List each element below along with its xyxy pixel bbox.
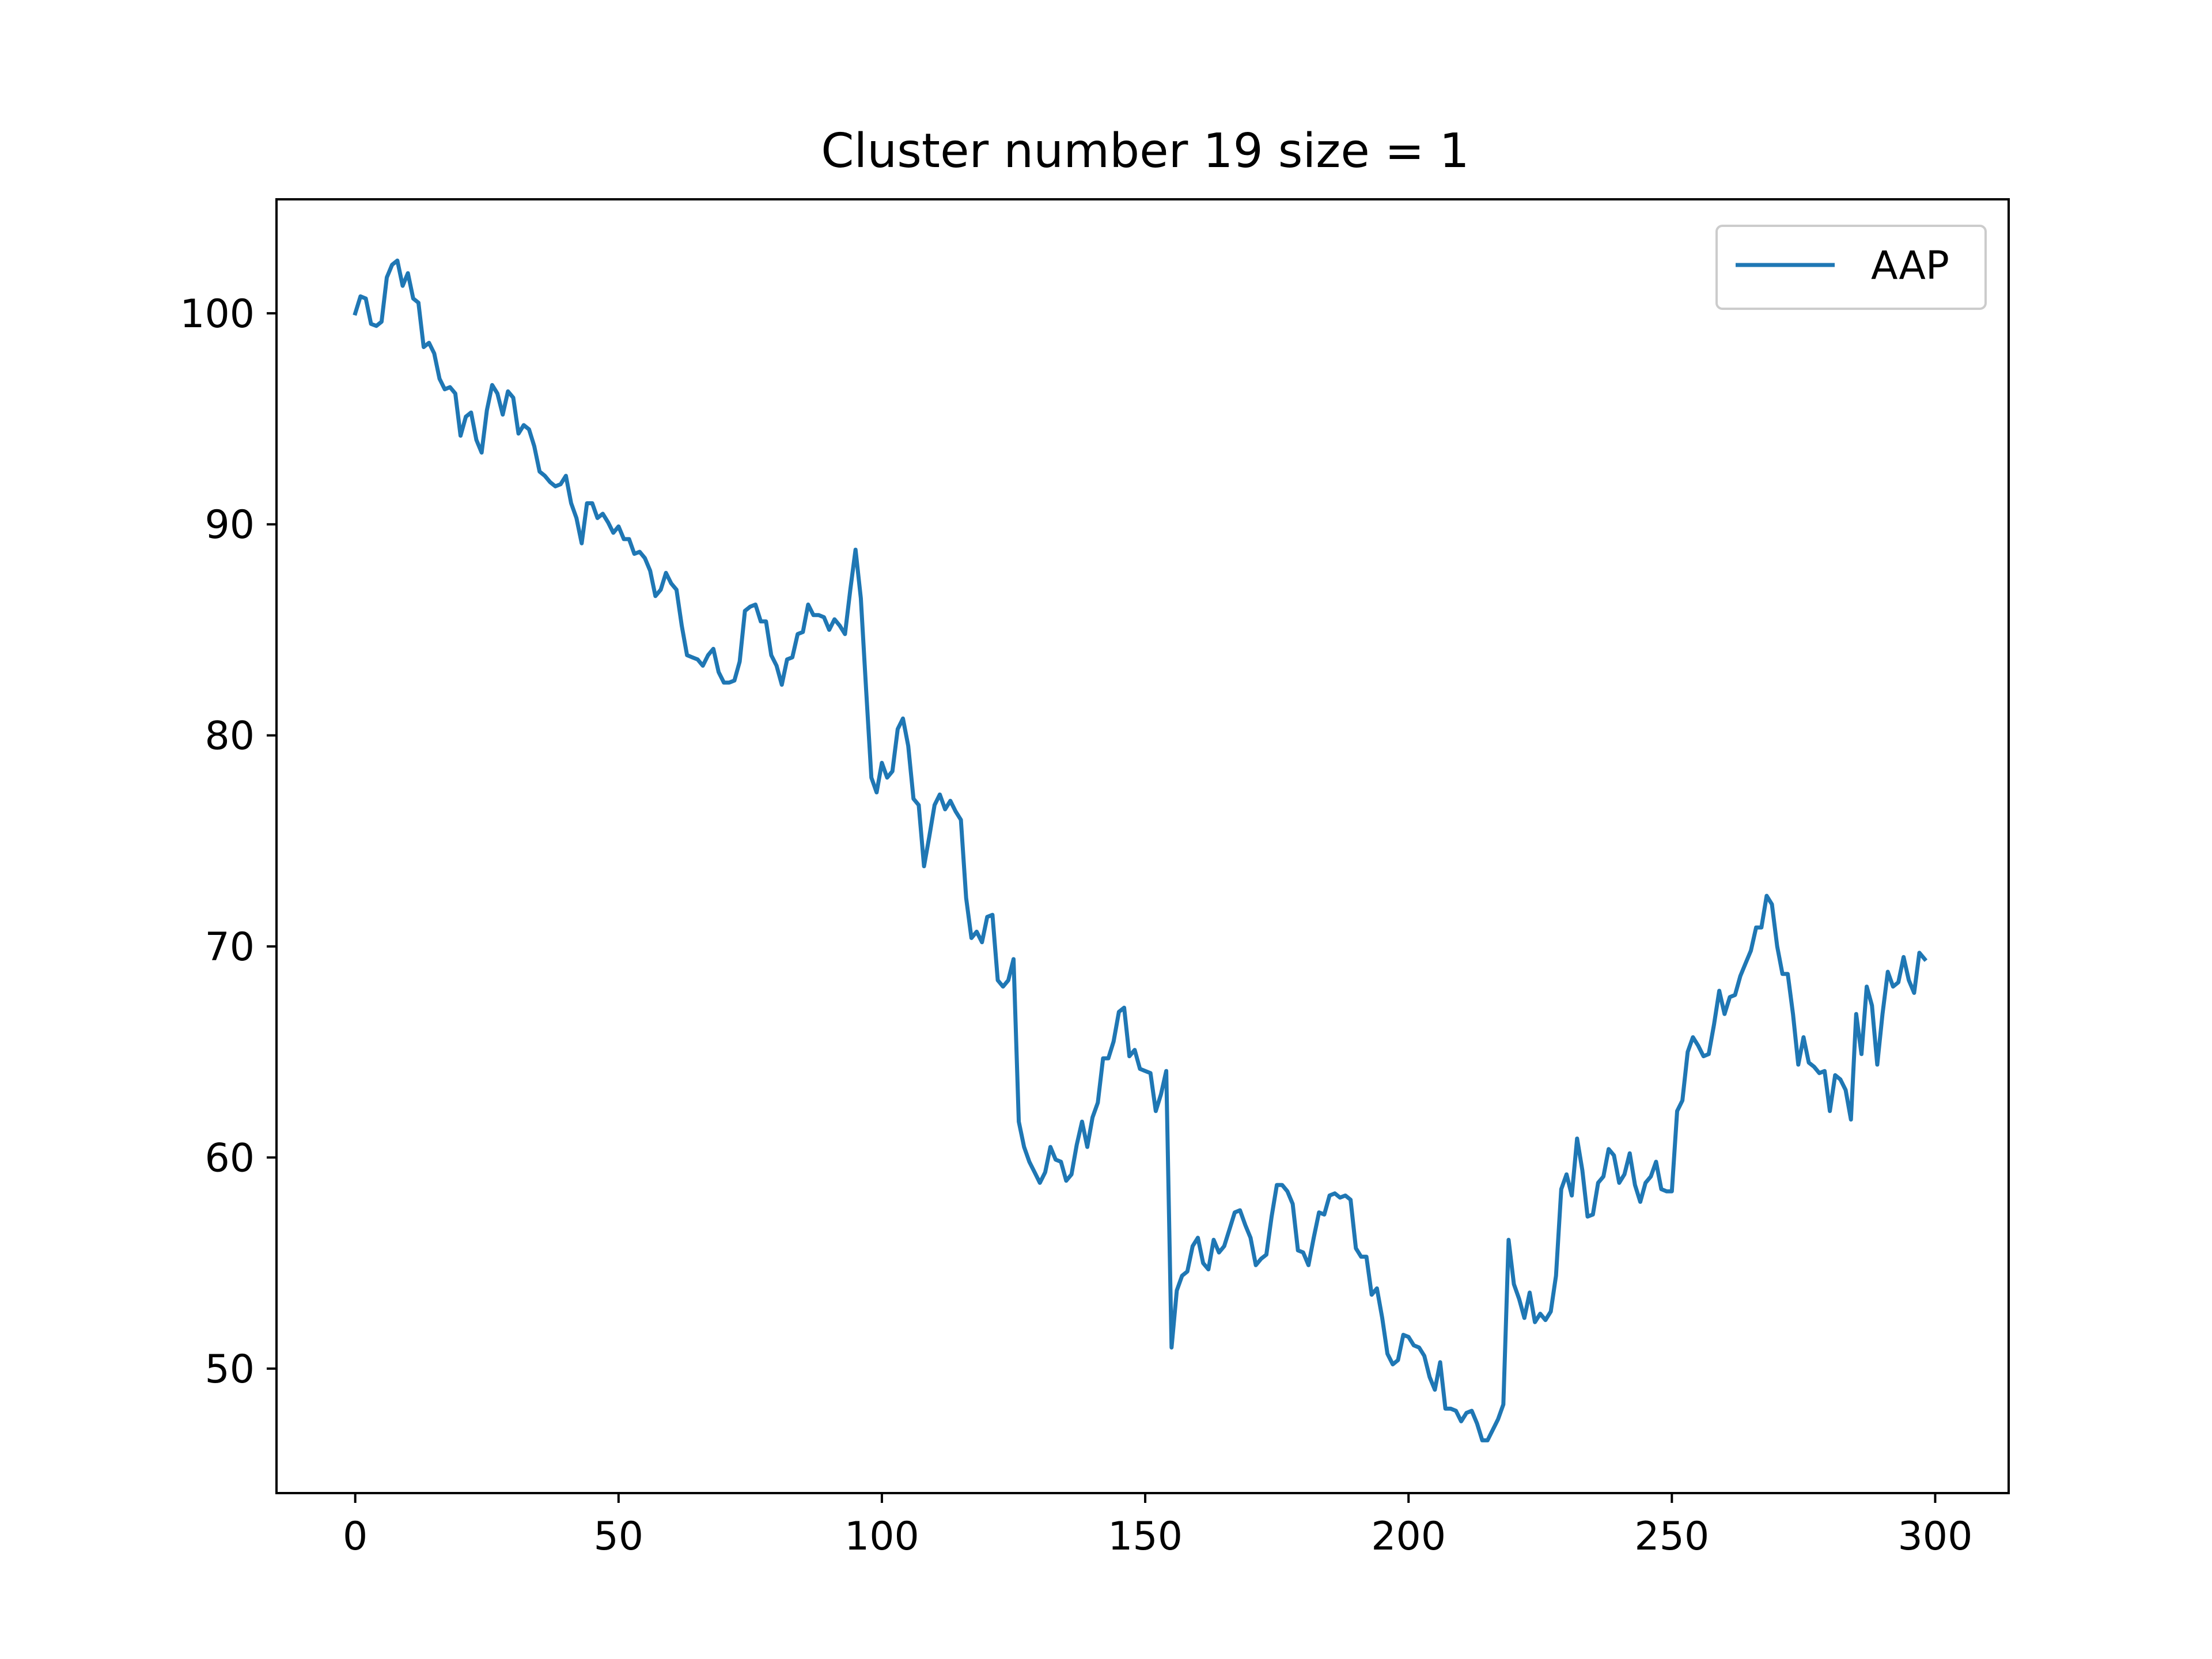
y-tick-label: 50 xyxy=(204,1347,255,1392)
plot-frame xyxy=(275,198,2010,1494)
y-tick-label: 100 xyxy=(180,291,255,337)
y-axis: 50 60 70 80 90 100 xyxy=(180,291,276,1392)
y-tick-label: 80 xyxy=(204,714,255,759)
x-tick-label: 0 xyxy=(343,1514,368,1559)
x-tick-label: 50 xyxy=(594,1514,644,1559)
x-axis: 0 50 100 150 200 250 300 xyxy=(343,1493,1972,1559)
chart-title: Cluster number 19 size = 1 xyxy=(821,124,1469,179)
legend: AAP xyxy=(1715,225,1987,310)
plot-area xyxy=(353,258,1928,1442)
y-tick-label: 70 xyxy=(204,925,255,970)
x-tick-label: 250 xyxy=(1634,1514,1709,1559)
series-line-aap xyxy=(353,258,1928,1442)
x-tick-label: 150 xyxy=(1108,1514,1183,1559)
legend-box xyxy=(1715,225,1987,310)
y-tick-label: 90 xyxy=(204,502,255,548)
x-tick-label: 100 xyxy=(844,1514,919,1559)
legend-label: AAP xyxy=(1871,243,1949,289)
y-tick-label: 60 xyxy=(204,1135,255,1181)
x-tick-label: 300 xyxy=(1898,1514,1973,1559)
x-tick-label: 200 xyxy=(1371,1514,1446,1559)
